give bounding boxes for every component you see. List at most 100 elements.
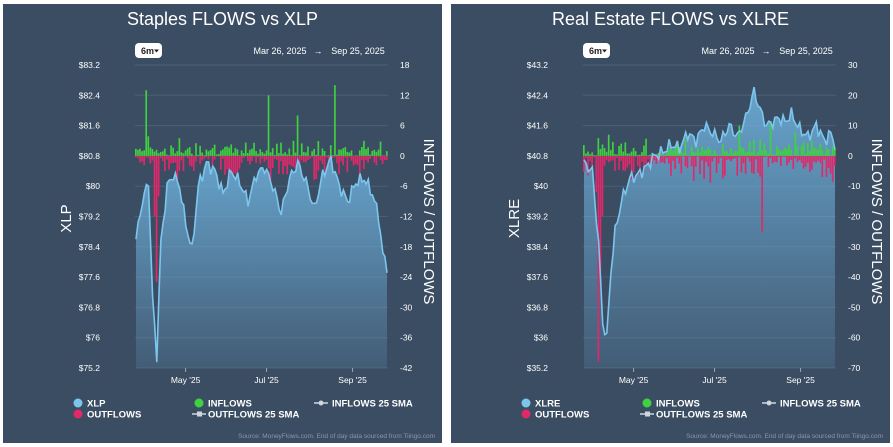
inflow-bar xyxy=(176,151,179,156)
outflow-bar xyxy=(255,155,257,163)
outflow-bar xyxy=(242,155,245,158)
inflow-bar xyxy=(746,151,749,156)
outflow-bar xyxy=(591,155,593,173)
outflow-bar xyxy=(661,155,664,163)
outflow-bar xyxy=(593,155,596,158)
inflow-bar xyxy=(726,151,728,156)
inflow-bar xyxy=(276,143,278,156)
inflow-bar xyxy=(302,152,305,156)
inflow-bar xyxy=(354,155,357,156)
inflow-bar xyxy=(684,139,687,156)
inflow-bar xyxy=(821,150,824,156)
inflow-bar xyxy=(728,153,730,156)
left-tick-label: $38.4 xyxy=(527,242,549,252)
inflow-bar xyxy=(595,155,598,156)
inflow-bar xyxy=(755,154,757,156)
outflow-bar xyxy=(819,155,822,163)
outflow-bar xyxy=(182,155,185,171)
inflow-bar xyxy=(280,142,282,156)
inflow-bar xyxy=(815,148,817,156)
inflow-bar xyxy=(777,149,780,156)
inflow-bar xyxy=(591,152,593,156)
outflow-bar xyxy=(145,155,148,158)
inflow-bar xyxy=(753,139,755,156)
inflow-bar xyxy=(190,153,193,156)
outflow-bar xyxy=(149,155,152,164)
outflow-bar xyxy=(220,155,222,170)
inflow-bar xyxy=(732,153,734,156)
inflow-bar xyxy=(692,152,695,156)
inflow-bar xyxy=(232,152,235,156)
outflow-bar xyxy=(811,155,813,170)
left-tick-label: $80.8 xyxy=(79,151,101,161)
outflow-bar xyxy=(232,155,235,174)
outflow-bar xyxy=(276,155,278,160)
outflow-bar xyxy=(753,155,755,174)
outflow-bar xyxy=(135,155,137,158)
outflow-bar xyxy=(282,155,284,175)
left-tick-label: $81.6 xyxy=(79,121,101,131)
outflow-bar xyxy=(748,155,751,162)
inflow-bar xyxy=(765,150,768,156)
outflow-bar xyxy=(377,155,380,157)
outflow-bar xyxy=(363,155,365,169)
right-tick-label: -20 xyxy=(848,212,861,222)
outflow-bar xyxy=(261,155,264,159)
inflow-bar xyxy=(697,147,699,156)
outflow-bar xyxy=(280,155,282,162)
inflow-bar xyxy=(340,149,342,156)
outflow-bar xyxy=(614,155,616,171)
inflow-bar xyxy=(686,154,689,156)
inflow-bar xyxy=(342,148,345,156)
inflow-bar xyxy=(742,148,745,156)
outflow-bar xyxy=(815,155,817,163)
outflow-bar xyxy=(334,155,336,158)
outflow-bar xyxy=(620,155,622,161)
inflow-bar xyxy=(257,153,260,156)
inflow-bar xyxy=(614,154,616,156)
inflow-bar xyxy=(361,147,363,156)
legend-inflows-sma-label: INFLOWS 25 SMA xyxy=(780,399,861,410)
inflow-bar xyxy=(817,149,819,156)
outflow-bar xyxy=(680,155,683,174)
inflow-bar xyxy=(363,140,365,156)
outflow-bar xyxy=(228,155,230,177)
period-button[interactable] xyxy=(583,43,610,58)
inflow-bar xyxy=(612,141,614,156)
outflow-bar xyxy=(263,155,266,162)
inflow-bar xyxy=(147,136,150,156)
outflow-bar xyxy=(298,155,301,166)
outflow-bar xyxy=(678,155,681,164)
period-button[interactable] xyxy=(135,43,162,58)
outflow-bar xyxy=(361,155,363,161)
inflow-bar xyxy=(744,152,747,156)
outflow-bar xyxy=(271,155,274,168)
inflow-bar xyxy=(811,140,813,156)
inflow-bar xyxy=(164,148,166,156)
left-tick-label: $42.4 xyxy=(527,90,549,100)
left-tick-label: $35.2 xyxy=(527,363,549,373)
right-axis-title: INFLOWS / OUTFLOWS xyxy=(868,139,885,305)
outflow-bar xyxy=(375,155,378,166)
right-tick-label: -30 xyxy=(848,242,861,252)
inflow-bar xyxy=(597,138,600,156)
right-tick-label: 0 xyxy=(848,151,853,161)
date-to: Sep 25, 2025 xyxy=(331,46,385,56)
inflow-bar xyxy=(798,155,801,156)
outflow-bar xyxy=(809,155,811,172)
inflow-bar xyxy=(244,142,247,156)
x-tick-label: Jul '25 xyxy=(702,375,727,385)
inflow-bar xyxy=(694,152,697,156)
outflow-bar xyxy=(798,155,801,161)
outflow-bar xyxy=(292,155,295,167)
outflow-bar xyxy=(300,155,303,160)
inflow-bar xyxy=(757,151,759,156)
outflow-bar xyxy=(732,155,734,159)
outflow-bar xyxy=(365,155,367,160)
inflow-bar xyxy=(284,152,286,156)
inflow-bar xyxy=(170,145,172,156)
outflow-bar xyxy=(761,155,763,232)
outflow-bar xyxy=(317,155,320,171)
right-tick-label: -24 xyxy=(400,272,413,282)
outflow-bar xyxy=(688,155,691,157)
